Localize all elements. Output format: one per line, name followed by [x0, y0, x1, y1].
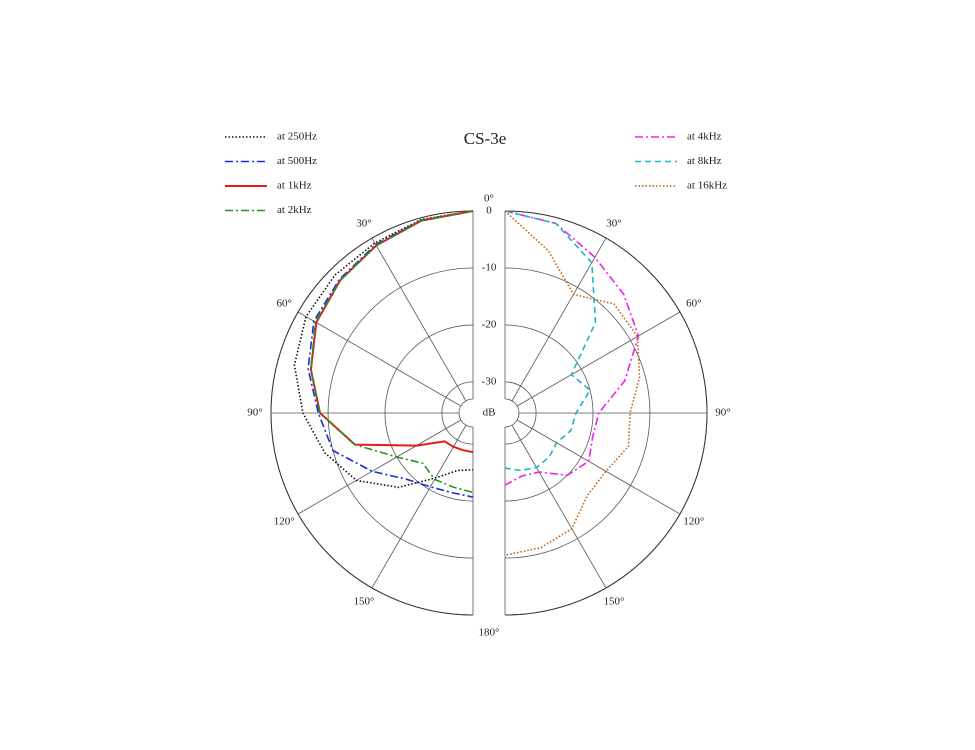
theta-tick-label: 30°	[606, 218, 621, 230]
series-line	[307, 210, 474, 498]
legend-label: at 500Hz	[277, 155, 317, 167]
r-tick-label: -20	[482, 318, 497, 330]
legend-label: at 250Hz	[277, 131, 317, 143]
series-line	[309, 210, 474, 454]
theta-tick-label: 90°	[247, 407, 262, 419]
theta-tick-label: 120°	[274, 516, 295, 528]
center-hole	[458, 398, 474, 428]
grid-spoke	[371, 424, 467, 589]
r-tick-label: -30	[482, 375, 497, 387]
legend-label: at 16kHz	[687, 180, 727, 192]
series-line	[310, 210, 474, 494]
series-line	[504, 210, 597, 472]
series-line	[504, 210, 641, 556]
legend-label: at 4kHz	[687, 131, 722, 143]
grid-spoke	[297, 311, 462, 407]
theta-tick-label: 150°	[604, 595, 625, 607]
theta-tick-label: 30°	[356, 218, 371, 230]
chart-title: CS-3e	[464, 129, 507, 148]
legend-label: at 8kHz	[687, 155, 722, 167]
theta-tick-label: 60°	[277, 298, 292, 310]
grid-spoke	[516, 419, 681, 515]
grid-spoke	[297, 419, 462, 515]
grid-spoke	[511, 424, 607, 589]
theta-tick-label: 90°	[715, 407, 730, 419]
series-line	[504, 210, 640, 486]
grid-spoke	[516, 311, 681, 407]
theta-tick-label: 0°	[484, 193, 494, 205]
theta-tick-label: 60°	[686, 298, 701, 310]
grid-spoke	[511, 237, 607, 402]
r-axis-label: dB	[483, 407, 496, 419]
legend-label: at 2kHz	[277, 204, 312, 216]
center-hole	[504, 398, 520, 428]
r-tick-label: 0	[486, 205, 492, 217]
r-tick-label: -10	[482, 262, 497, 274]
theta-tick-label: 120°	[683, 516, 704, 528]
series-line	[293, 210, 474, 489]
grid-spoke	[371, 237, 467, 402]
theta-tick-label: 180°	[479, 627, 500, 639]
legend-label: at 1kHz	[277, 180, 312, 192]
theta-tick-label: 150°	[354, 595, 375, 607]
